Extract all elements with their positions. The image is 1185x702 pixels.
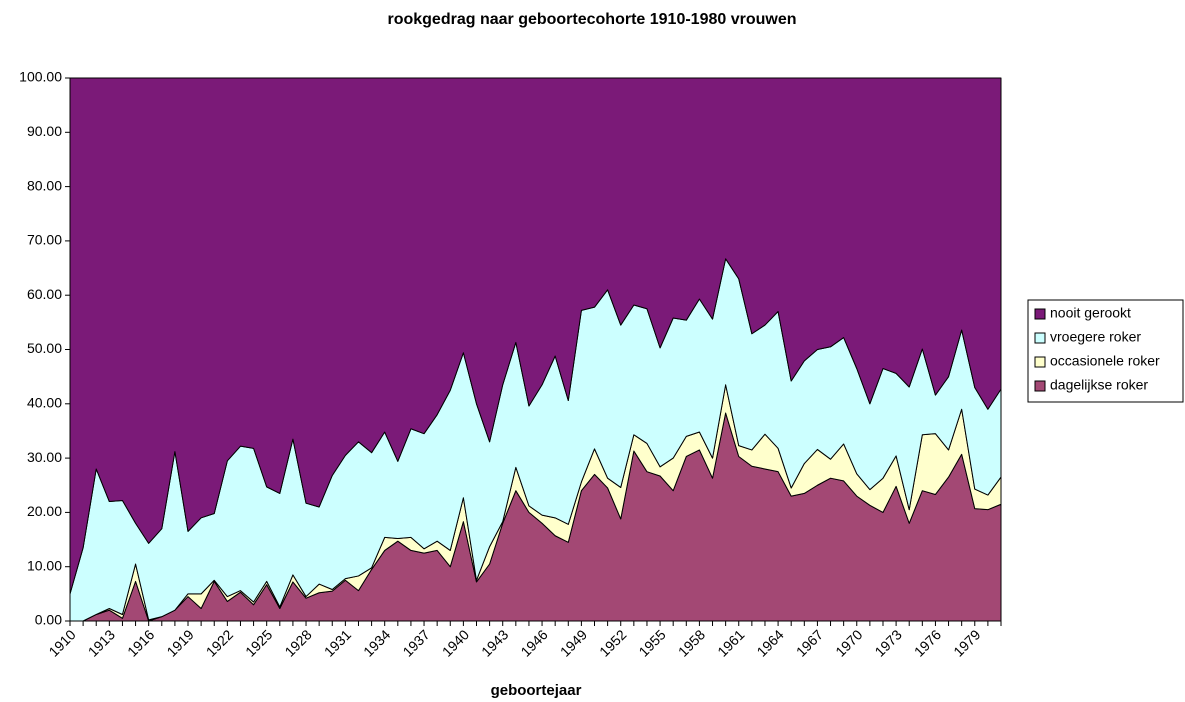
x-tick-label: 1937 xyxy=(399,626,432,659)
x-tick-label: 1940 xyxy=(439,626,472,659)
x-tick-label: 1955 xyxy=(635,626,668,659)
x-tick-label: 1979 xyxy=(950,626,983,659)
x-tick-label: 1928 xyxy=(281,626,314,659)
x-tick-label: 1931 xyxy=(321,626,354,659)
x-tick-label: 1919 xyxy=(163,626,196,659)
x-tick-label: 1958 xyxy=(675,626,708,659)
area xyxy=(69,77,1002,595)
legend-swatch xyxy=(1034,356,1046,368)
y-tick-label: 60.00 xyxy=(27,286,62,302)
x-tick-label: 1916 xyxy=(124,626,157,659)
x-tick-label: 1973 xyxy=(871,626,904,659)
legend-box xyxy=(1027,299,1184,403)
legend-label: nooit gerookt xyxy=(1050,305,1131,321)
x-tick-label: 1967 xyxy=(793,626,826,659)
y-tick-label: 20.00 xyxy=(27,503,62,519)
legend-swatch xyxy=(1034,332,1046,344)
x-tick-label: 1976 xyxy=(911,626,944,659)
x-tick-label: 1910 xyxy=(45,626,78,659)
x-tick-label: 1952 xyxy=(596,626,629,659)
y-tick-label: 50.00 xyxy=(27,340,62,356)
y-tick-label: 90.00 xyxy=(27,123,62,139)
y-tick-label: 80.00 xyxy=(27,177,62,193)
y-tick-label: 10.00 xyxy=(27,557,62,573)
y-tick-label: 40.00 xyxy=(27,395,62,411)
x-tick-label: 1949 xyxy=(557,626,590,659)
x-tick-label: 1925 xyxy=(242,626,275,659)
y-tick-label: 100.00 xyxy=(19,69,62,85)
chart-title: rookgedrag naar geboortecohorte 1910-198… xyxy=(387,11,796,28)
legend-label: dagelijkse roker xyxy=(1050,377,1148,393)
x-tick-label: 1970 xyxy=(832,626,865,659)
x-axis-title: geboortejaar xyxy=(491,682,582,699)
x-tick-label: 1922 xyxy=(203,626,236,659)
x-tick-label: 1913 xyxy=(85,626,118,659)
y-tick-label: 30.00 xyxy=(27,449,62,465)
y-tick-label: 70.00 xyxy=(27,232,62,248)
legend-swatch xyxy=(1034,308,1046,320)
legend-label: vroegere roker xyxy=(1050,329,1141,345)
x-tick-label: 1946 xyxy=(517,626,550,659)
x-tick-label: 1934 xyxy=(360,626,393,659)
x-tick-label: 1964 xyxy=(753,626,786,659)
legend-label: occasionele roker xyxy=(1050,353,1160,369)
x-tick-label: 1961 xyxy=(714,626,747,659)
y-tick-label: 0.00 xyxy=(35,612,62,628)
x-tick-label: 1943 xyxy=(478,626,511,659)
legend-swatch xyxy=(1034,380,1046,392)
